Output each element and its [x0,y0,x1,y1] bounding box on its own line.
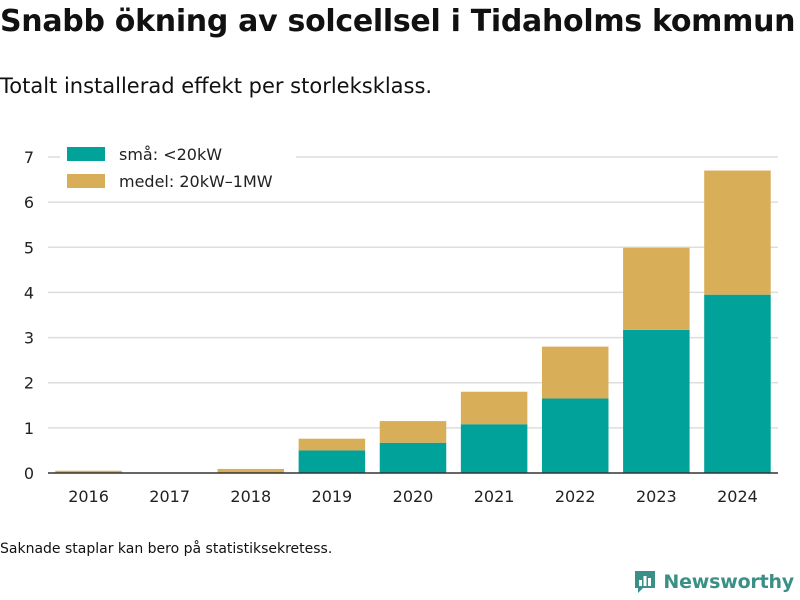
y-tick-label: 2 [24,374,34,393]
bar-small-2024 [704,294,771,473]
y-tick-label: 6 [24,193,34,212]
y-tick-label: 5 [24,238,34,257]
legend-label: medel: 20kW–1MW [119,172,273,191]
bars [55,170,771,473]
legend-swatch-medium [67,174,105,188]
chart-title: Snabb ökning av solcellsel i Tidaholms k… [0,4,796,39]
newsworthy-logo-icon [635,571,656,593]
x-tick-label: 2021 [474,487,515,506]
bar-medium-2020 [379,421,447,443]
bar-small-2020 [379,442,447,473]
x-tick-label: 2020 [393,487,434,506]
bar-small-2023 [623,329,690,473]
bar-medium-2023 [623,247,690,330]
x-tick-label: 2019 [312,487,353,506]
brand-name: Newsworthy [663,571,794,593]
legend-label: små: <20kW [119,145,222,164]
bar-medium-2024 [704,170,771,295]
x-tick-label: 2022 [555,487,596,506]
x-tick-label: 2018 [230,487,271,506]
bar-small-2019 [298,450,366,473]
y-tick-label: 3 [24,329,34,348]
legend-swatch-small [67,147,105,161]
x-tick-label: 2023 [636,487,677,506]
legend: små: <20kW medel: 20kW–1MW [60,140,296,198]
x-tick-label: 2016 [68,487,109,506]
brand-logo: Newsworthy [633,569,794,595]
axes: 0 1 2 3 4 5 6 7 2016 2017 2018 2019 2020 2021 2022 2023… [24,148,778,506]
y-tick-label: 4 [24,283,34,302]
footnote: Saknade staplar kan bero på statistiksek… [0,541,333,557]
bar-medium-2019 [298,438,366,451]
bar-medium-2018 [217,468,285,473]
bar-small-2021 [460,424,528,473]
bar-small-2022 [541,398,609,473]
bar-medium-2016 [55,470,122,473]
bar-medium-2022 [541,346,609,399]
y-tick-label: 0 [24,464,34,483]
y-tick-label: 1 [24,419,34,438]
y-tick-label: 7 [24,148,34,167]
bar-medium-2021 [460,391,528,425]
x-tick-label: 2024 [717,487,758,506]
x-tick-label: 2017 [149,487,190,506]
chart-subtitle: Totalt installerad effekt per storlekskl… [0,74,433,98]
